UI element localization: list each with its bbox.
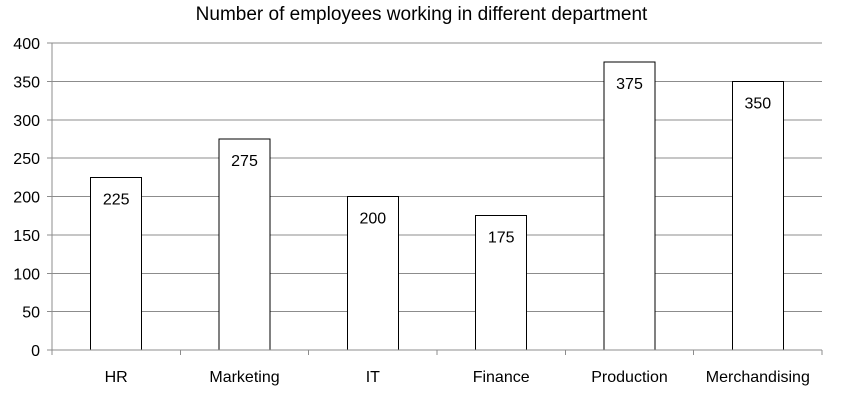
bars <box>90 61 784 351</box>
data-label-production: 375 <box>616 76 643 93</box>
data-label-finance: 175 <box>488 230 515 247</box>
y-tick-label-200: 200 <box>13 190 40 207</box>
bar-finance <box>475 215 528 351</box>
y-axis-tick-labels: 0 50 100 150 200 250 300 350 400 <box>13 36 40 360</box>
y-tick-label-100: 100 <box>13 266 40 283</box>
y-tick-label-50: 50 <box>22 305 40 322</box>
y-tick-label-0: 0 <box>31 343 40 360</box>
bar-it <box>346 196 399 351</box>
data-label-it: 200 <box>359 211 386 228</box>
data-labels: 225 275 200 175 375 350 <box>103 76 771 247</box>
bar-production <box>603 61 656 351</box>
data-label-hr: 225 <box>103 191 130 208</box>
axes <box>47 42 823 355</box>
x-tick-label-merchandising: Merchandising <box>706 369 810 386</box>
x-tick-label-production: Production <box>591 369 668 386</box>
chart-title: Number of employees working in different… <box>195 4 648 25</box>
x-tick-label-finance: Finance <box>473 369 530 386</box>
y-tick-label-400: 400 <box>13 36 40 53</box>
bar-merchandising <box>731 80 784 351</box>
grid-lines <box>52 42 822 313</box>
y-tick-label-350: 350 <box>13 74 40 91</box>
y-tick-label-300: 300 <box>13 113 40 130</box>
y-tick-label-250: 250 <box>13 151 40 168</box>
x-tick-label-marketing: Marketing <box>209 369 279 386</box>
data-label-merchandising: 350 <box>744 95 771 112</box>
bar-marketing <box>218 138 271 351</box>
x-axis-tick-labels: HR Marketing IT Finance Production Merchandis… <box>105 369 810 386</box>
y-tick-label-150: 150 <box>13 228 40 245</box>
data-label-marketing: 275 <box>231 153 258 170</box>
x-tick-label-hr: HR <box>105 369 128 386</box>
x-tick-label-it: IT <box>366 369 380 386</box>
